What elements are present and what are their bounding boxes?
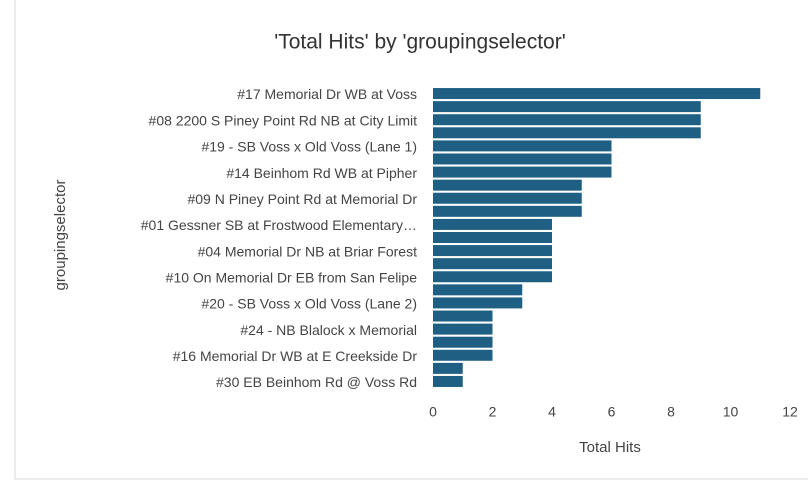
y-tick-label: #01 Gessner SB at Frostwood Elementary… — [141, 217, 417, 233]
bar — [433, 153, 612, 165]
bar — [433, 245, 552, 257]
bar — [433, 114, 701, 126]
bar — [433, 127, 701, 139]
y-tick-label: #09 N Piney Point Rd at Memorial Dr — [187, 191, 417, 207]
x-tick-label: 10 — [723, 404, 739, 420]
bar — [433, 166, 612, 178]
y-tick-label: #08 2200 S Piney Point Rd NB at City Lim… — [149, 112, 418, 128]
x-axis-title: Total Hits — [579, 439, 641, 456]
y-tick-label: #17 Memorial Dr WB at Voss — [237, 86, 417, 102]
y-tick-label: #30 EB Beinhom Rd @ Voss Rd — [216, 374, 417, 390]
x-tick-label: 0 — [429, 404, 437, 420]
bar — [433, 88, 761, 100]
bar — [433, 375, 463, 387]
bar — [433, 258, 552, 270]
y-tick-label: #16 Memorial Dr WB at E Creekside Dr — [173, 348, 418, 364]
bar — [433, 101, 701, 113]
bar — [433, 284, 523, 296]
x-tick-label: 6 — [608, 404, 616, 420]
panel — [14, 0, 808, 480]
bar — [433, 336, 493, 348]
bar — [433, 362, 463, 374]
x-tick-label: 12 — [782, 404, 798, 420]
bar — [433, 179, 582, 191]
y-tick-label: #14 Beinhom Rd WB at Pipher — [226, 165, 417, 181]
y-tick-label: #04 Memorial Dr NB at Briar Forest — [198, 243, 418, 259]
x-tick-label: 2 — [489, 404, 497, 420]
x-tick-label: 4 — [548, 404, 556, 420]
x-tick-label: 8 — [667, 404, 675, 420]
chart-title: 'Total Hits' by 'groupingselector' — [274, 31, 566, 54]
bar — [433, 297, 523, 309]
bar — [433, 192, 582, 204]
y-tick-label: #20 - SB Voss x Old Voss (Lane 2) — [201, 296, 417, 312]
y-tick-label: #10 On Memorial Dr EB from San Felipe — [166, 269, 418, 285]
y-tick-label: #24 - NB Blalock x Memorial — [240, 322, 417, 338]
bar — [433, 349, 493, 361]
bar — [433, 218, 552, 230]
bar — [433, 205, 582, 217]
y-tick-label: #19 - SB Voss x Old Voss (Lane 1) — [201, 139, 417, 155]
bar — [433, 232, 552, 243]
bar — [433, 323, 493, 335]
y-axis-title: groupingselector — [52, 180, 69, 291]
bar — [433, 271, 552, 283]
bar — [433, 310, 493, 322]
bar — [433, 140, 612, 152]
